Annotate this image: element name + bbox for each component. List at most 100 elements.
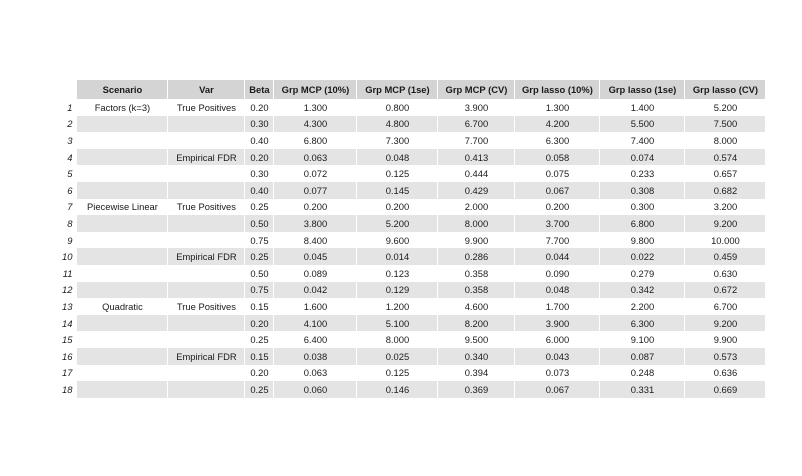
cell-grp-mcp-cv: 0.358 (438, 281, 515, 299)
cell-grp-mcp-cv: 8.000 (438, 215, 515, 232)
cell-var: True Positives (168, 99, 245, 116)
cell-grp-mcp-10: 0.045 (274, 248, 357, 265)
table-row: 14 0.20 4.100 5.100 8.200 3.900 6.300 9.200 (59, 314, 766, 332)
cell-beta: 0.40 (245, 132, 274, 149)
cell-grp-mcp-1se: 0.129 (357, 281, 438, 299)
table-row: 8 0.50 3.800 5.200 8.000 3.700 6.800 9.200 (59, 215, 766, 232)
row-index: 18 (59, 381, 77, 398)
cell-grp-lasso-cv: 10.000 (685, 231, 766, 249)
cell-grp-lasso-cv: 0.669 (685, 381, 766, 398)
cell-var (168, 231, 245, 249)
cell-grp-lasso-cv: 0.573 (685, 347, 766, 365)
cell-grp-mcp-1se: 8.000 (357, 331, 438, 348)
cell-grp-mcp-cv: 2.000 (438, 198, 515, 216)
table-row: 6 0.40 0.077 0.145 0.429 0.067 0.308 0.682 (59, 181, 766, 199)
cell-grp-mcp-cv: 0.429 (438, 181, 515, 199)
cell-grp-mcp-cv: 6.700 (438, 115, 515, 133)
cell-scenario (77, 314, 168, 332)
cell-var (168, 331, 245, 348)
cell-var (168, 115, 245, 133)
row-index: 12 (59, 281, 77, 299)
cell-grp-lasso-1se: 7.400 (600, 132, 685, 149)
cell-grp-mcp-cv: 0.358 (438, 264, 515, 282)
cell-beta: 0.20 (245, 99, 274, 116)
cell-beta: 0.75 (245, 281, 274, 299)
cell-grp-lasso-10: 0.073 (515, 364, 600, 382)
row-index: 13 (59, 298, 77, 315)
cell-grp-mcp-cv: 0.413 (438, 148, 515, 166)
cell-grp-lasso-1se: 0.233 (600, 165, 685, 182)
column-header-grp-lasso-cv: Grp lasso (CV) (685, 80, 766, 99)
cell-grp-mcp-1se: 0.125 (357, 364, 438, 382)
cell-var (168, 215, 245, 232)
cell-scenario: Piecewise Linear (77, 198, 168, 216)
cell-var: Empirical FDR (168, 148, 245, 166)
cell-grp-mcp-cv: 0.444 (438, 165, 515, 182)
cell-grp-lasso-10: 1.700 (515, 298, 600, 315)
cell-grp-mcp-cv: 7.700 (438, 132, 515, 149)
column-header-grp-lasso-1se: Grp lasso (1se) (600, 80, 685, 99)
cell-grp-mcp-cv: 9.900 (438, 231, 515, 249)
cell-grp-mcp-10: 8.400 (274, 231, 357, 249)
cell-grp-mcp-cv: 0.369 (438, 381, 515, 398)
cell-var: Empirical FDR (168, 347, 245, 365)
cell-grp-lasso-10: 3.900 (515, 314, 600, 332)
cell-grp-lasso-1se: 6.800 (600, 215, 685, 232)
cell-grp-lasso-cv: 9.200 (685, 314, 766, 332)
cell-grp-mcp-1se: 0.145 (357, 181, 438, 199)
cell-grp-lasso-1se: 0.279 (600, 264, 685, 282)
table-row: 5 0.30 0.072 0.125 0.444 0.075 0.233 0.657 (59, 165, 766, 182)
row-index: 7 (59, 198, 77, 216)
cell-grp-mcp-cv: 4.600 (438, 298, 515, 315)
cell-beta: 0.40 (245, 181, 274, 199)
cell-grp-mcp-10: 3.800 (274, 215, 357, 232)
table-row: 16 Empirical FDR 0.15 0.038 0.025 0.340 0.043 0… (59, 347, 766, 365)
results-table: Scenario Var Beta Grp MCP (10%) Grp MCP … (58, 80, 766, 398)
cell-grp-mcp-10: 4.100 (274, 314, 357, 332)
cell-grp-mcp-10: 0.072 (274, 165, 357, 182)
cell-grp-mcp-10: 6.400 (274, 331, 357, 348)
table-row: 17 0.20 0.063 0.125 0.394 0.073 0.248 0.636 (59, 364, 766, 382)
cell-grp-lasso-10: 0.067 (515, 181, 600, 199)
row-index: 2 (59, 115, 77, 133)
cell-var (168, 181, 245, 199)
cell-beta: 0.30 (245, 165, 274, 182)
cell-grp-mcp-cv: 9.500 (438, 331, 515, 348)
table-row: 7 Piecewise Linear True Positives 0.25 0.200… (59, 198, 766, 216)
cell-grp-mcp-10: 0.042 (274, 281, 357, 299)
row-index: 17 (59, 364, 77, 382)
cell-grp-lasso-10: 3.700 (515, 215, 600, 232)
cell-scenario (77, 165, 168, 182)
column-header-var: Var (168, 80, 245, 99)
cell-grp-lasso-10: 0.067 (515, 381, 600, 398)
cell-grp-mcp-1se: 0.123 (357, 264, 438, 282)
cell-grp-lasso-cv: 0.636 (685, 364, 766, 382)
cell-var (168, 132, 245, 149)
row-index: 10 (59, 248, 77, 265)
column-header-grp-mcp-10: Grp MCP (10%) (274, 80, 357, 99)
row-index: 4 (59, 148, 77, 166)
cell-grp-lasso-cv: 7.500 (685, 115, 766, 133)
cell-grp-lasso-10: 0.200 (515, 198, 600, 216)
cell-var (168, 281, 245, 299)
cell-grp-lasso-10: 0.044 (515, 248, 600, 265)
cell-grp-mcp-10: 0.038 (274, 347, 357, 365)
cell-beta: 0.15 (245, 347, 274, 365)
cell-grp-lasso-10: 6.300 (515, 132, 600, 149)
cell-grp-lasso-cv: 0.459 (685, 248, 766, 265)
cell-grp-mcp-10: 0.063 (274, 364, 357, 382)
cell-grp-lasso-1se: 0.248 (600, 364, 685, 382)
cell-grp-lasso-cv: 0.574 (685, 148, 766, 166)
cell-grp-mcp-1se: 0.014 (357, 248, 438, 265)
cell-scenario (77, 248, 168, 265)
cell-scenario: Quadratic (77, 298, 168, 315)
cell-grp-mcp-cv: 0.394 (438, 364, 515, 382)
cell-grp-lasso-10: 0.043 (515, 347, 600, 365)
cell-grp-lasso-1se: 0.087 (600, 347, 685, 365)
row-index: 11 (59, 264, 77, 282)
cell-beta: 0.75 (245, 231, 274, 249)
table-row: 10 Empirical FDR 0.25 0.045 0.014 0.286 0.044 0… (59, 248, 766, 265)
cell-grp-lasso-1se: 0.331 (600, 381, 685, 398)
cell-grp-lasso-1se: 0.074 (600, 148, 685, 166)
cell-grp-mcp-1se: 5.100 (357, 314, 438, 332)
